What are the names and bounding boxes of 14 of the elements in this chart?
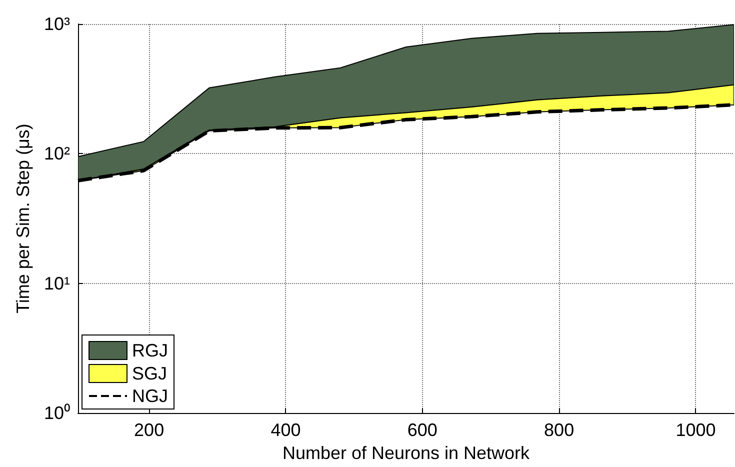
y-tick-label: 10³ xyxy=(44,14,70,34)
x-tick-label: 200 xyxy=(134,420,164,440)
y-axis-title: Time per Sim. Step (μs) xyxy=(13,124,33,314)
x-tick-label: 400 xyxy=(270,420,301,440)
y-tick-label: 10⁰ xyxy=(44,403,70,424)
x-tick-label: 1000 xyxy=(676,420,716,440)
x-tick-label: 800 xyxy=(544,420,574,440)
y-tick-label: 10² xyxy=(44,144,70,164)
x-tick-label: 600 xyxy=(407,420,438,440)
legend-label: NGJ xyxy=(132,386,168,406)
legend-label: SGJ xyxy=(132,364,168,384)
x-axis-title: Number of Neurons in Network xyxy=(282,443,531,463)
y-tick-label: 10¹ xyxy=(44,273,70,294)
legend-label: RGJ xyxy=(132,340,168,360)
